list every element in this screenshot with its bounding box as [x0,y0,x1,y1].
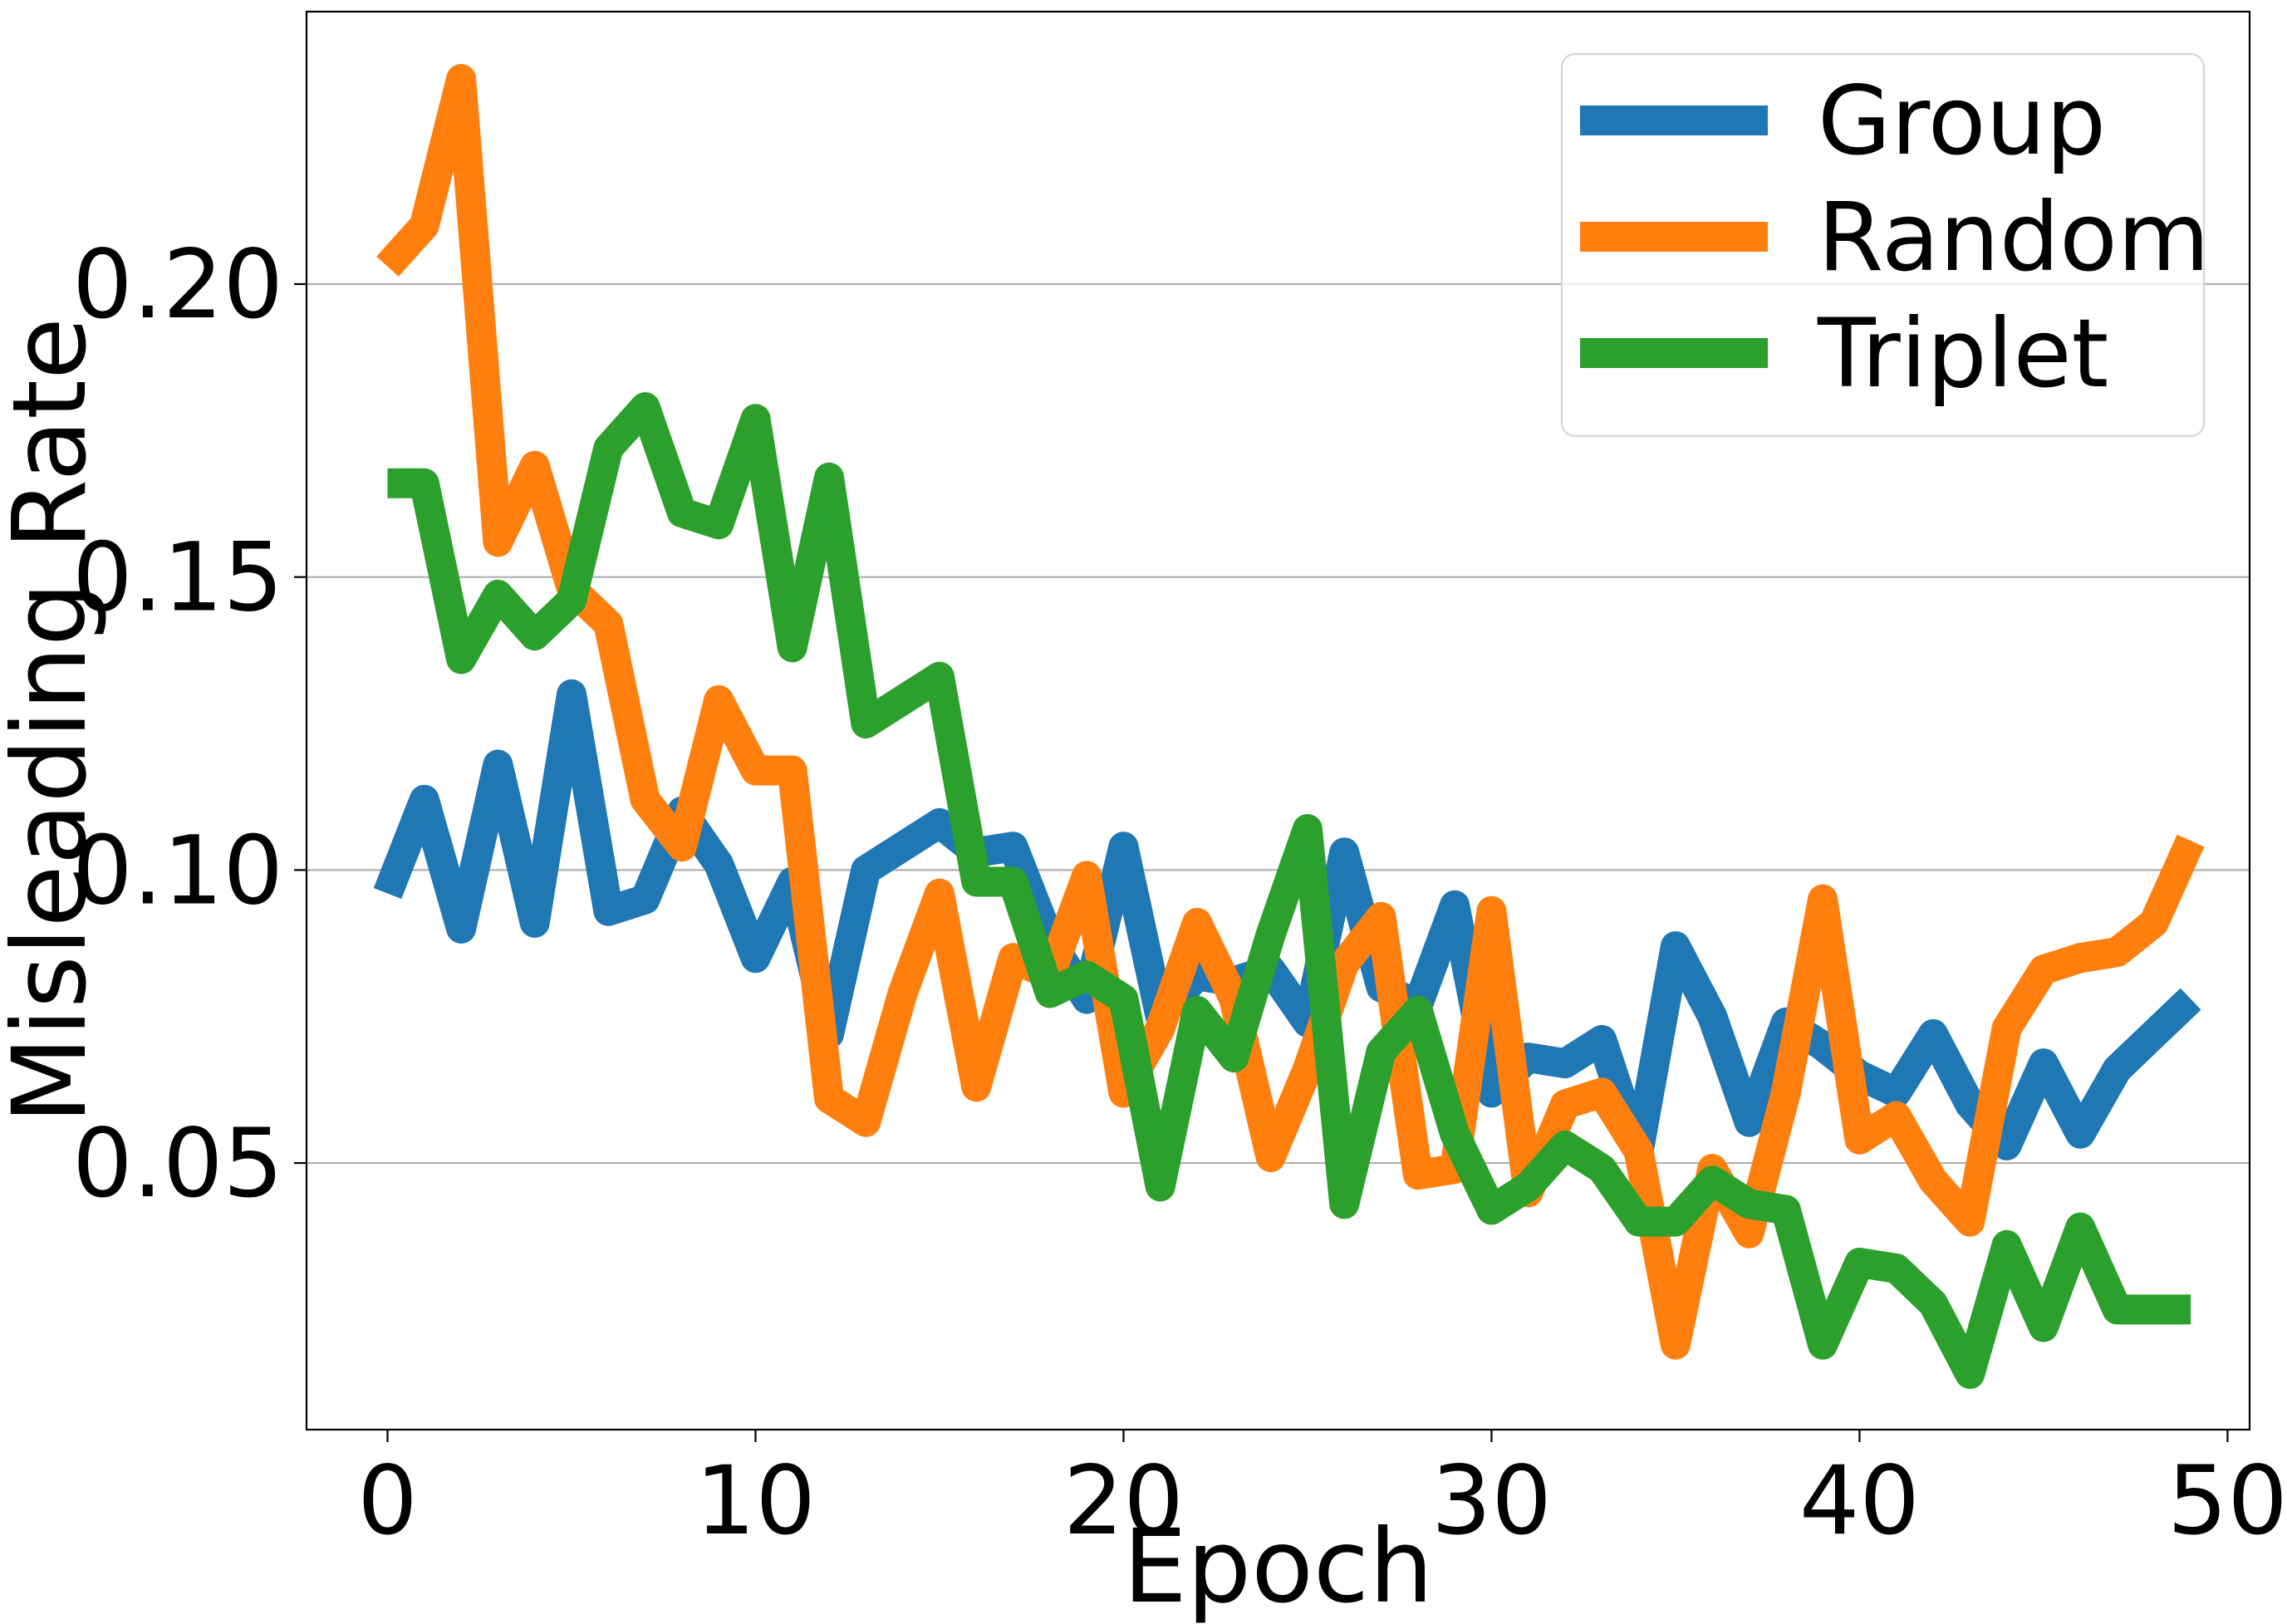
series-line-random [376,64,2205,1360]
x-tick-label: 50 [2167,1445,2287,1556]
y-tick-label: 0.05 [72,1108,283,1219]
legend-label-triplet: Triplet [1817,298,2108,409]
series-line-triplet [387,392,2191,1389]
plot-frame [305,10,2251,1431]
x-tick-label: 0 [357,1445,418,1556]
y-tick-label: 0.10 [72,815,283,925]
legend-label-group: Group [1818,66,2106,176]
y-tick-label: 0.20 [72,229,283,340]
legend-label-random: Random [1818,182,2210,292]
x-axis-label: Epoch [1123,1508,1434,1624]
y-tick-label: 0.15 [72,523,283,633]
x-tick-label: 10 [695,1445,816,1556]
x-tick-label: 30 [1431,1445,1552,1556]
y-axis-ticks: 0.05 0.10 0.15 0.20 [72,229,307,1219]
y-axis-label: Misleading Rate [0,317,109,1124]
x-axis-ticks: 0 10 20 30 40 50 [357,1430,2287,1556]
x-tick-label: 20 [1063,1445,1184,1556]
x-tick-label: 40 [1799,1445,1920,1556]
plot-series [373,64,2205,1389]
